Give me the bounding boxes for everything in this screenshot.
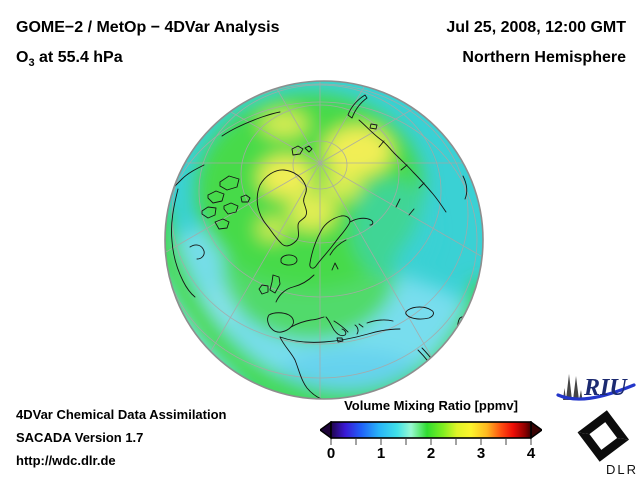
riu-logo: RIU <box>556 374 636 401</box>
colorbar-tick-0: 0 <box>326 445 336 462</box>
colorbar-tick-1: 1 <box>376 445 386 462</box>
species-subscript: 3 <box>28 57 35 69</box>
colorbar-min-arrow <box>320 421 332 440</box>
credits-block: 4DVar Chemical Data Assimilation SACADA … <box>16 403 227 472</box>
colorbar-tick-4: 4 <box>526 445 536 462</box>
colorbar-scale <box>320 421 542 445</box>
title-line1: GOME−2 / MetOp − 4DVar Analysis <box>16 19 280 36</box>
species-symbol: O <box>16 49 29 66</box>
plot-title: GOME−2 / MetOp − 4DVar Analysis O3 at 55… <box>16 13 280 78</box>
colorbar-tick-2: 2 <box>426 445 436 462</box>
hemisphere-label: Northern Hemisphere <box>462 49 626 66</box>
datetime-block: Jul 25, 2008, 12:00 GMT Northern Hemisph… <box>446 13 626 73</box>
globe-svg <box>164 80 484 400</box>
colorbar-title: Volume Mixing Ratio [ppmv] <box>344 398 518 413</box>
colorbar-max-arrow <box>530 421 542 440</box>
dlr-logo: DLR <box>577 410 638 477</box>
pressure-level: at 55.4 hPa <box>34 49 123 66</box>
dlr-logo-text: DLR <box>606 462 638 477</box>
coastlines <box>165 94 470 399</box>
graticule <box>165 82 482 398</box>
colorbar-ticks <box>330 439 532 445</box>
globe-map <box>162 79 486 403</box>
datetime-label: Jul 25, 2008, 12:00 GMT <box>446 19 626 36</box>
globe-rim <box>164 80 484 400</box>
credit-line2: SACADA Version 1.7 <box>16 430 144 445</box>
riu-swoosh-icon <box>556 383 636 401</box>
dlr-arrow-icon <box>577 410 630 462</box>
credit-url: http://wdc.dlr.de <box>16 453 116 468</box>
credit-line1: 4DVar Chemical Data Assimilation <box>16 407 227 422</box>
riu-logo-text: RIU <box>583 375 628 401</box>
title-line2: O3 at 55.4 hPa <box>16 43 280 78</box>
colorbar-gradient <box>330 421 532 439</box>
colorbar-tick-3: 3 <box>476 445 486 462</box>
colorbar: Volume Mixing Ratio [ppmv] <box>320 398 542 468</box>
